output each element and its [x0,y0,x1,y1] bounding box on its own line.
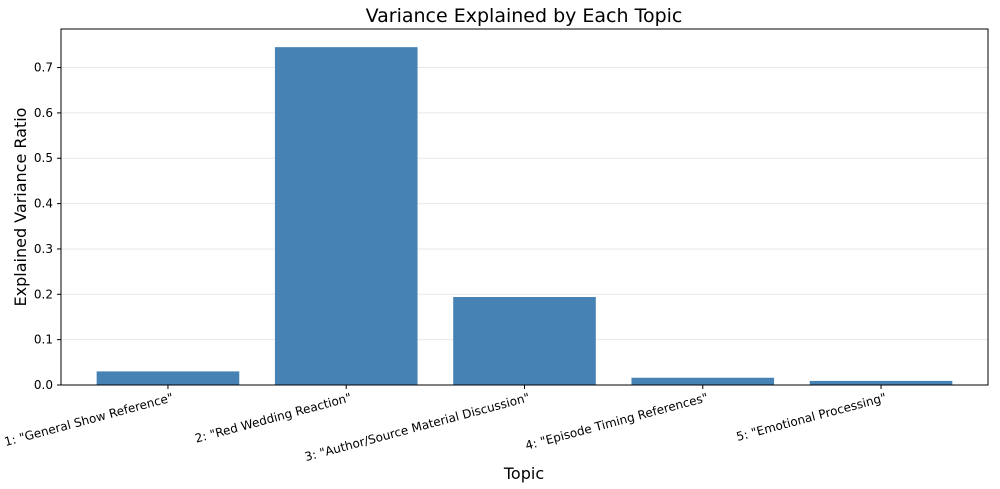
y-tick-label: 0.7 [34,61,53,75]
y-axis-label: Explained Variance Ratio [11,108,30,307]
x-tick-label: 1: "General Show Reference" [3,390,175,449]
grid-lines [61,67,988,386]
bars [96,47,953,385]
bar [274,47,418,385]
bar [631,377,775,385]
x-axis-label: Topic [503,464,544,483]
y-tick-label: 0.6 [34,106,53,120]
y-tick-label: 0.3 [34,242,53,256]
y-axis-ticks: 0.0 0.1 0.2 0.3 0.4 0.5 0.6 0.7 [34,61,61,392]
y-tick-label: 0.2 [34,287,53,301]
y-tick-label: 0.0 [34,378,53,392]
bar [96,371,240,385]
x-tick-label: 2: "Red Wedding Reaction" [193,390,353,445]
bar [453,297,596,385]
chart-title: Variance Explained by Each Topic [366,5,683,27]
x-tick-label: 4: "Episode Timing References" [524,390,710,452]
x-axis-ticks: 1: "General Show Reference" 2: "Red Weddi… [3,385,888,464]
bar [809,380,953,385]
y-tick-label: 0.4 [34,197,53,211]
x-tick-label: 5: "Emotional Processing" [735,390,888,444]
y-tick-label: 0.5 [34,151,53,165]
y-tick-label: 0.1 [34,333,53,347]
